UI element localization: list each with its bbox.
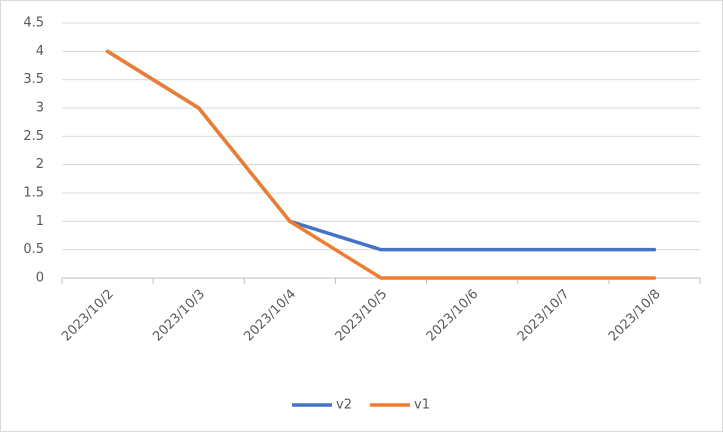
y-tick-label: 2.5: [23, 129, 44, 144]
y-tick-label: 0.5: [23, 242, 44, 257]
line-series: [105, 49, 657, 280]
legend-label: v1: [414, 398, 430, 413]
y-tick-label: 2: [36, 157, 44, 172]
y-tick-label: 1: [36, 214, 44, 229]
y-tick-label: 4.5: [23, 16, 44, 31]
y-tick-label: 1.5: [23, 186, 44, 201]
y-tick-label: 3.5: [23, 72, 44, 87]
y-tick-label: 4: [36, 44, 44, 59]
y-tick-label: 0: [36, 271, 44, 286]
legend-label: v2: [336, 398, 352, 413]
y-tick-label: 3: [36, 101, 44, 116]
